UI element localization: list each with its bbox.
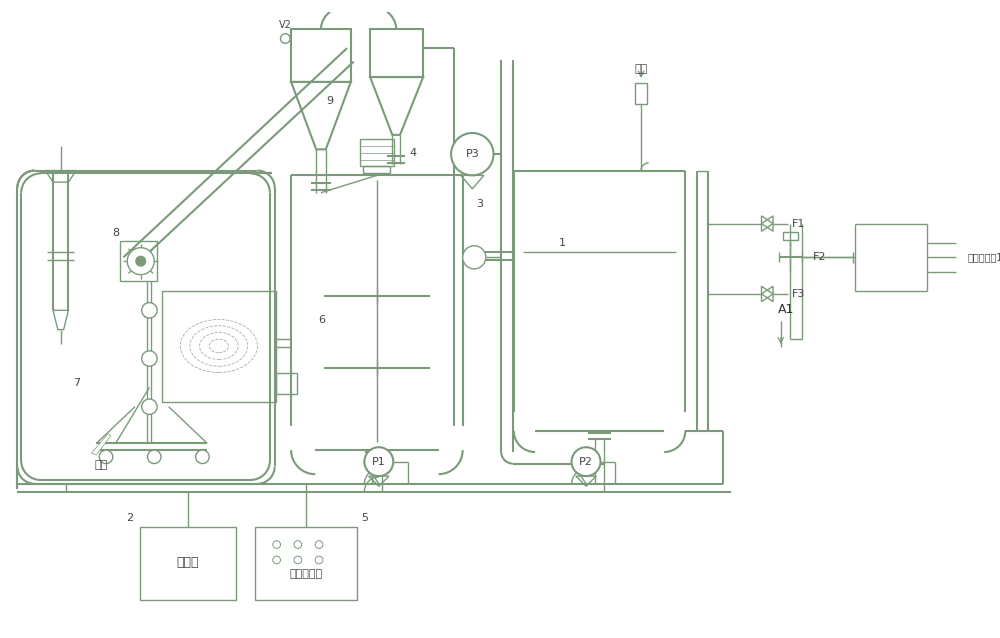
Circle shape (142, 351, 157, 366)
Circle shape (364, 447, 393, 476)
Bar (162, 291, 276, 402)
Bar (783, 232, 798, 240)
Bar (120, 241, 157, 281)
Text: 排泥: 排泥 (95, 459, 108, 470)
Text: A1: A1 (777, 303, 794, 316)
Text: 制冷机: 制冷机 (177, 556, 199, 569)
Text: 5: 5 (361, 512, 368, 523)
Bar (370, 29, 423, 77)
Text: F2: F2 (813, 252, 826, 262)
Bar (291, 29, 351, 82)
Bar (635, 83, 647, 104)
Circle shape (142, 399, 157, 415)
Text: 7: 7 (74, 378, 81, 388)
Bar (363, 166, 390, 174)
Circle shape (572, 447, 601, 476)
Text: 6: 6 (318, 315, 325, 325)
Text: V2: V2 (279, 20, 292, 30)
Circle shape (451, 133, 494, 175)
Circle shape (147, 450, 161, 464)
Text: 9: 9 (326, 96, 333, 106)
Text: 3: 3 (477, 199, 484, 209)
Circle shape (136, 256, 146, 266)
Text: 8: 8 (112, 228, 119, 238)
Text: P3: P3 (465, 149, 479, 159)
Polygon shape (92, 434, 111, 455)
Bar (276, 373, 297, 394)
Circle shape (273, 556, 281, 564)
Text: F1: F1 (791, 219, 805, 228)
Text: 污水: 污水 (634, 64, 648, 75)
Circle shape (142, 302, 157, 318)
Text: P1: P1 (372, 457, 386, 466)
Circle shape (99, 450, 113, 464)
Text: 4: 4 (409, 148, 416, 158)
Circle shape (127, 248, 154, 275)
Bar (255, 527, 357, 600)
Circle shape (196, 450, 209, 464)
Circle shape (463, 246, 486, 269)
Text: 1: 1 (558, 238, 565, 248)
Circle shape (273, 540, 281, 549)
Text: 系统控制柜: 系统控制柜 (289, 570, 322, 579)
Text: 2: 2 (127, 512, 134, 523)
Circle shape (281, 34, 290, 43)
Text: P2: P2 (579, 457, 593, 466)
Bar (360, 138, 394, 166)
Text: 取样检测口1: 取样检测口1 (968, 252, 1000, 262)
Circle shape (294, 556, 302, 564)
Circle shape (315, 540, 323, 549)
Circle shape (294, 540, 302, 549)
Bar (140, 527, 236, 600)
Text: F3: F3 (791, 289, 805, 299)
Circle shape (315, 556, 323, 564)
